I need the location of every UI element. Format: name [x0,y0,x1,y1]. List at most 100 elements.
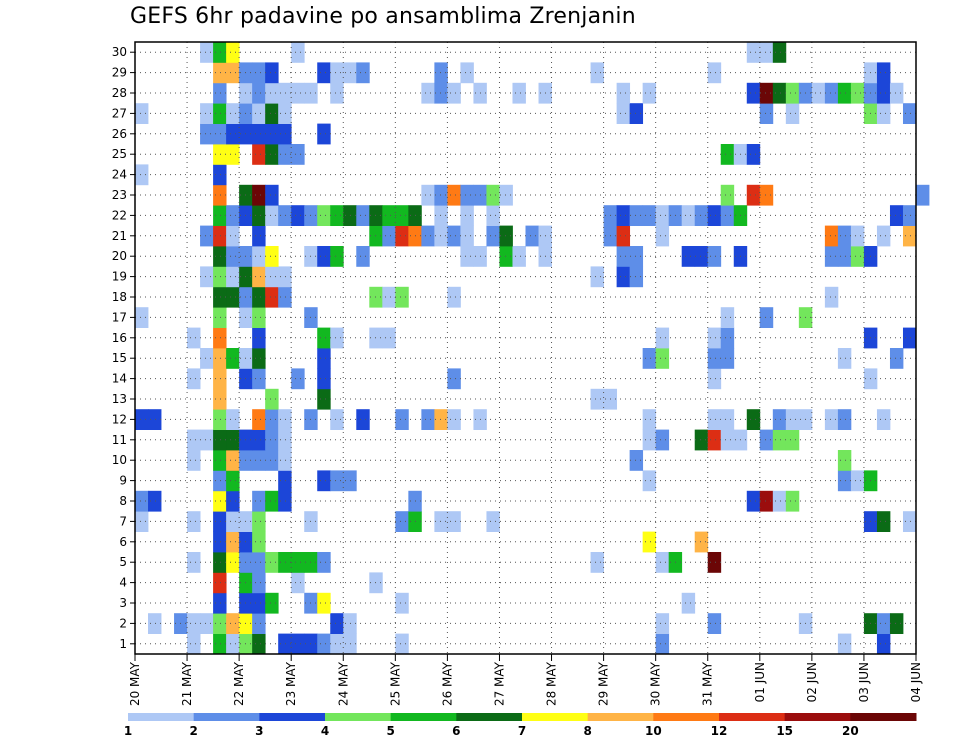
heatmap-cell [200,266,214,288]
heatmap-cell [278,205,292,226]
heatmap-cell [447,184,461,206]
heatmap-cell [434,511,448,532]
heatmap-cell [265,592,279,614]
x-tick-label: 23 MAY [284,661,298,706]
legend-label: 12 [711,724,728,738]
heatmap-cell [226,531,240,553]
heatmap-cell [252,511,266,532]
heatmap-cell [356,205,370,226]
heatmap-cell [629,450,644,471]
heatmap-cell [395,511,409,532]
heatmap-cell [135,307,149,328]
heatmap-cell [642,348,657,369]
legend-swatch [128,713,195,721]
y-tick-label: 26 [112,127,127,141]
heatmap-cell [876,409,891,430]
heatmap-cell [850,470,865,492]
heatmap-cell [824,225,839,247]
heatmap-cell [226,552,240,573]
heatmap-cell [330,205,344,226]
heatmap-cell [369,572,383,594]
heatmap-cell [707,429,722,451]
heatmap-cell [616,266,631,288]
heatmap-cell [213,511,227,532]
y-axis: 1234567891011121314151617181920212223242… [112,45,135,651]
y-tick-label: 16 [112,331,127,345]
heatmap-cell [213,368,227,390]
heatmap-cell [226,348,240,369]
heatmap-cell [265,552,279,573]
heatmap-cell [226,613,240,634]
heatmap-cell [213,327,227,349]
heatmap-cell [694,531,709,553]
x-tick-label: 04 JUN [909,662,923,702]
heatmap-cell [642,470,657,492]
heatmap-cell [252,266,266,288]
heatmap-cell [135,490,149,512]
heatmap-cell [278,490,292,512]
heatmap-cell [395,286,409,308]
y-tick-label: 2 [119,616,127,630]
legend-label: 4 [321,724,329,738]
heatmap-cell [486,205,500,226]
heatmap-cell [291,144,305,165]
heatmap-cell [447,82,461,104]
heatmap-cell [902,225,917,247]
heatmap-cell [265,388,279,410]
heatmap-cell [837,409,852,430]
heatmap-cell [720,429,735,451]
heatmap-cell [889,205,904,226]
heatmap-cell [252,62,266,84]
heatmap-cell [824,246,839,267]
heatmap-cell [148,613,162,634]
heatmap-cell [135,409,149,430]
heatmap-cell [317,62,331,84]
heatmap-cell [590,388,604,410]
heatmap-cell [226,633,240,655]
heatmap-cell [460,225,474,247]
legend-label: 6 [452,724,460,738]
heatmap-cell [369,286,383,308]
heatmap-cell [876,511,891,532]
heatmap-cell [226,286,240,308]
y-tick-label: 3 [119,596,127,610]
heatmap-cell [265,450,279,471]
heatmap-cell [421,82,435,104]
heatmap-cell [187,368,201,390]
y-tick-label: 5 [119,555,127,569]
heatmap-cell [226,225,240,247]
y-tick-label: 25 [112,147,127,161]
y-tick-label: 23 [112,188,127,202]
heatmap-cell [395,633,409,655]
heatmap-cell [265,123,279,145]
heatmap-cell [369,225,383,247]
heatmap-cell [382,327,396,349]
heatmap-cell [824,286,839,308]
heatmap-cell [785,82,800,104]
heatmap-cell [434,62,448,84]
heatmap-cell [213,266,227,288]
legend-label: 2 [189,724,197,738]
y-tick-label: 24 [112,168,127,182]
heatmap-cell [226,511,240,532]
heatmap-cell [317,246,331,267]
heatmap-cell [395,205,409,226]
heatmap-cell [213,348,227,369]
heatmap-cell [148,409,162,430]
heatmap-cell [252,572,266,594]
heatmap-cell [889,613,904,634]
legend-swatch [193,713,260,721]
heatmap-cell [707,368,722,390]
heatmap-cell [317,592,331,614]
heatmap-cell [213,592,227,614]
heatmap-cell [759,82,774,104]
heatmap-cell [265,144,279,165]
heatmap-cell [317,368,331,390]
heatmap-cell [421,409,435,430]
heatmap-cell [252,531,266,553]
legend-swatch [325,713,392,721]
heatmap-cell [317,348,331,369]
legend-swatch [587,713,654,721]
heatmap-cell [850,246,865,267]
heatmap-cell [655,225,670,247]
